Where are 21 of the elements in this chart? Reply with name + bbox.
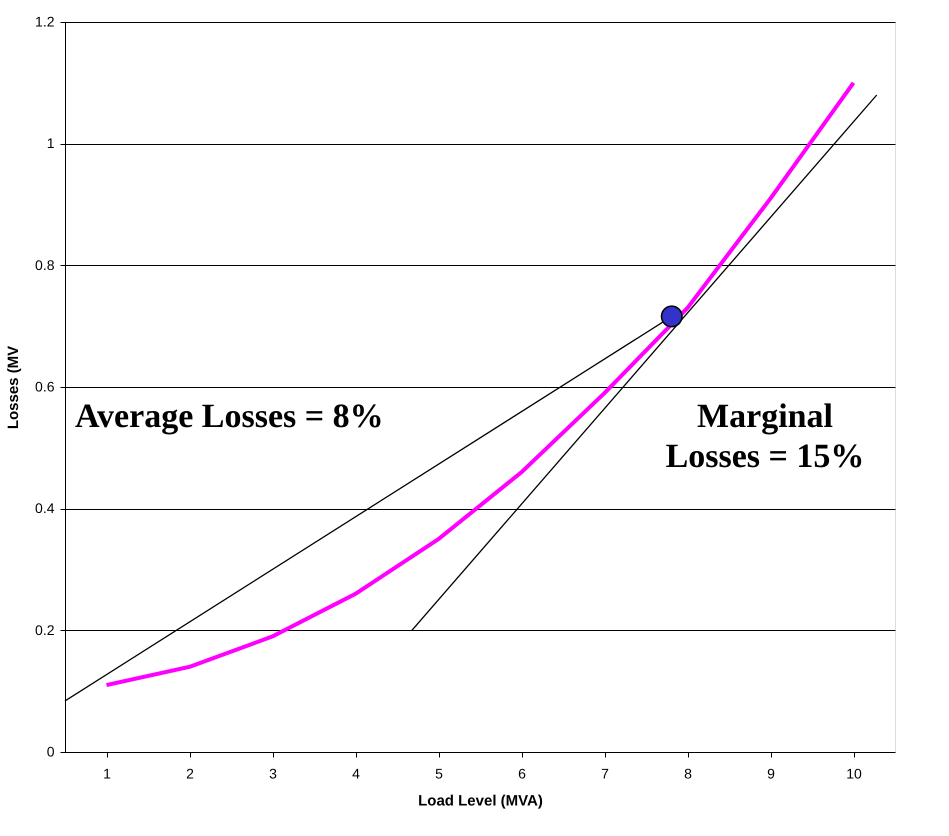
annotation: Marginal Losses = 15% xyxy=(666,398,864,475)
x-tick-label: 2 xyxy=(186,766,194,782)
x-tick-label: 7 xyxy=(601,766,610,782)
y-tick-label: 0.6 xyxy=(35,378,55,394)
y-tick-label: 1.2 xyxy=(35,14,55,30)
annotation: Average Losses = 8% xyxy=(75,398,384,435)
x-axis-title: Load Level (MVA) xyxy=(418,792,543,810)
x-tick-label: 1 xyxy=(103,766,112,782)
y-tick-label: 0.4 xyxy=(35,500,55,516)
x-tick-label: 8 xyxy=(684,766,692,782)
x-tick-label: 6 xyxy=(518,766,526,782)
y-tick-label: 0.8 xyxy=(35,256,55,273)
x-tick-label: 4 xyxy=(352,766,360,782)
x-tick-label: 5 xyxy=(435,766,444,782)
x-tick-label: 10 xyxy=(846,766,862,782)
y-axis-title: Losses (MV xyxy=(5,346,22,430)
y-tick-label: 0 xyxy=(46,744,55,760)
y-tick-label: 1 xyxy=(46,135,55,152)
x-tick-label: 9 xyxy=(767,766,776,782)
x-tick-label: 3 xyxy=(269,766,278,782)
y-tick-label: 0.2 xyxy=(35,622,55,638)
